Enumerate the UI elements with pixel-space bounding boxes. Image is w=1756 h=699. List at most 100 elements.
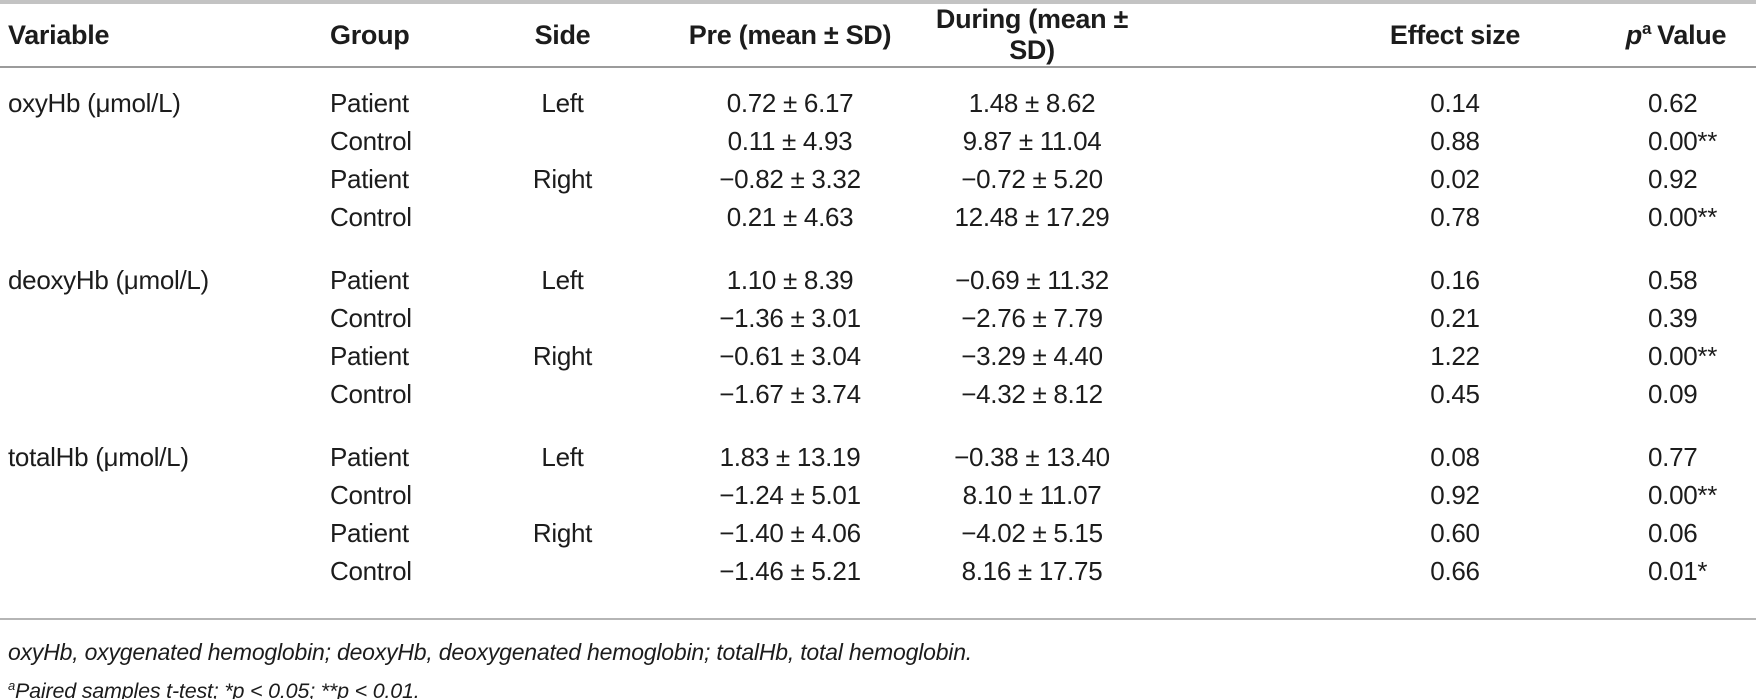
cell-effect-size: 0.14: [1430, 87, 1480, 118]
cell-during: −4.02 ± 5.15: [961, 517, 1103, 548]
cell-variable: totalHb (μmol/L): [8, 441, 189, 472]
cell-during: 1.48 ± 8.62: [968, 87, 1096, 118]
cell-effect-size: 0.16: [1430, 264, 1480, 295]
cell-effect-size: 0.21: [1430, 302, 1480, 333]
cell-pre: 0.72 ± 6.17: [726, 87, 854, 118]
cell-pre: 1.10 ± 8.39: [726, 264, 854, 295]
cell-during: −2.76 ± 7.79: [961, 302, 1103, 333]
cell-group: Patient: [330, 441, 409, 472]
cell-p-value: 0.00**: [1648, 340, 1718, 371]
cell-pre: −1.40 ± 4.06: [719, 517, 861, 548]
cell-side: Right: [532, 340, 593, 371]
cell-effect-size: 0.08: [1430, 441, 1480, 472]
col-header-pre: Pre (mean ± SD): [655, 2, 925, 68]
cell-group: Control: [330, 555, 412, 586]
cell-variable: [0, 337, 330, 375]
table-row: totalHb (μmol/L) Patient Left 1.83 ± 13.…: [0, 413, 1756, 476]
cell-effect-size: 0.88: [1430, 125, 1480, 156]
table-row: Patient Right −0.61 ± 3.04 −3.29 ± 4.40 …: [0, 337, 1756, 375]
cell-effect-size: 1.22: [1430, 340, 1480, 371]
cell-during: 12.48 ± 17.29: [954, 201, 1110, 232]
cell-during: −0.69 ± 11.32: [955, 264, 1109, 295]
cell-side: Right: [532, 163, 593, 194]
cell-pre: 0.21 ± 4.63: [726, 201, 854, 232]
cell-side: Left: [541, 87, 584, 118]
cell-variable: [0, 375, 330, 413]
cell-group: Control: [330, 125, 412, 156]
cell-group: Patient: [330, 87, 409, 118]
cell-p-value: 0.01*: [1648, 555, 1708, 586]
cell-pre: −0.61 ± 3.04: [719, 340, 861, 371]
table-row: Control 0.21 ± 4.63 12.48 ± 17.29 0.78 0…: [0, 198, 1756, 236]
cell-effect-size: 0.45: [1430, 378, 1480, 409]
col-header-variable: Variable: [0, 2, 330, 68]
cell-p-value: 0.58: [1648, 264, 1698, 295]
cell-pre: −0.82 ± 3.32: [719, 163, 861, 194]
cell-p-value: 0.00**: [1648, 125, 1718, 156]
table-row: Patient Right −1.40 ± 4.06 −4.02 ± 5.15 …: [0, 514, 1756, 552]
cell-pre: 0.11 ± 4.93: [727, 125, 853, 156]
cell-variable: [0, 122, 330, 160]
table-footnotes: oxyHb, oxygenated hemoglobin; deoxyHb, d…: [0, 618, 1756, 699]
table-header: Variable Group Side Pre (mean ± SD) Duri…: [0, 2, 1756, 68]
col-header-side: Side: [470, 2, 655, 68]
cell-p-value: 0.06: [1648, 517, 1698, 548]
cell-group: Patient: [330, 163, 409, 194]
footnote-statistics-text: Paired samples t-test; *p < 0.05; **p < …: [15, 679, 420, 699]
cell-effect-size: 0.02: [1430, 163, 1480, 194]
col-header-group: Group: [330, 2, 470, 68]
cell-side: [470, 198, 655, 236]
col-header-during: During (mean ± SD): [925, 2, 1314, 68]
cell-during: 8.16 ± 17.75: [961, 555, 1103, 586]
cell-variable: [0, 514, 330, 552]
cell-variable: [0, 552, 330, 590]
table-body: oxyHb (μmol/L) Patient Left 0.72 ± 6.17 …: [0, 67, 1756, 590]
table-row: Patient Right −0.82 ± 3.32 −0.72 ± 5.20 …: [0, 160, 1756, 198]
cell-during: −0.72 ± 5.20: [961, 163, 1103, 194]
table-row: oxyHb (μmol/L) Patient Left 0.72 ± 6.17 …: [0, 67, 1756, 122]
cell-side: [470, 552, 655, 590]
cell-variable: [0, 198, 330, 236]
table-row: Control 0.11 ± 4.93 9.87 ± 11.04 0.88 0.…: [0, 122, 1756, 160]
col-header-p-value: pa Value: [1596, 2, 1756, 68]
cell-during: 8.10 ± 11.07: [962, 479, 1102, 510]
cell-effect-size: 0.78: [1430, 201, 1480, 232]
cell-pre: −1.46 ± 5.21: [719, 555, 861, 586]
cell-side: [470, 476, 655, 514]
cell-side: Right: [532, 517, 593, 548]
p-symbol: p: [1625, 19, 1643, 50]
cell-p-value: 0.62: [1648, 87, 1698, 118]
cell-during: −3.29 ± 4.40: [961, 340, 1103, 371]
cell-group: Patient: [330, 517, 409, 548]
cell-p-value: 0.77: [1648, 441, 1698, 472]
cell-variable: [0, 476, 330, 514]
footnote-abbreviations: oxyHb, oxygenated hemoglobin; deoxyHb, d…: [8, 639, 972, 665]
col-header-effect-size: Effect size: [1314, 2, 1596, 68]
p-superscript-a: a: [1642, 18, 1652, 38]
cell-group: Patient: [330, 340, 409, 371]
cell-during: 9.87 ± 11.04: [962, 125, 1102, 156]
results-table: Variable Group Side Pre (mean ± SD) Duri…: [0, 0, 1756, 590]
table-row: Control −1.36 ± 3.01 −2.76 ± 7.79 0.21 0…: [0, 299, 1756, 337]
cell-side: Left: [541, 441, 584, 472]
cell-side: [470, 299, 655, 337]
cell-pre: 1.83 ± 13.19: [719, 441, 861, 472]
cell-p-value: 0.39: [1648, 302, 1698, 333]
cell-effect-size: 0.66: [1430, 555, 1480, 586]
cell-pre: −1.24 ± 5.01: [719, 479, 861, 510]
cell-p-value: 0.92: [1648, 163, 1698, 194]
cell-group: Control: [330, 201, 412, 232]
table-row: deoxyHb (μmol/L) Patient Left 1.10 ± 8.3…: [0, 236, 1756, 299]
cell-group: Patient: [330, 264, 409, 295]
cell-side: [470, 122, 655, 160]
cell-during: −0.38 ± 13.40: [954, 441, 1110, 472]
cell-p-value: 0.00**: [1648, 201, 1718, 232]
cell-side: [470, 375, 655, 413]
table-row: Control −1.67 ± 3.74 −4.32 ± 8.12 0.45 0…: [0, 375, 1756, 413]
cell-p-value: 0.00**: [1648, 479, 1718, 510]
cell-pre: −1.36 ± 3.01: [719, 302, 861, 333]
cell-effect-size: 0.60: [1430, 517, 1480, 548]
cell-effect-size: 0.92: [1430, 479, 1480, 510]
cell-pre: −1.67 ± 3.74: [719, 378, 861, 409]
cell-during: −4.32 ± 8.12: [961, 378, 1103, 409]
